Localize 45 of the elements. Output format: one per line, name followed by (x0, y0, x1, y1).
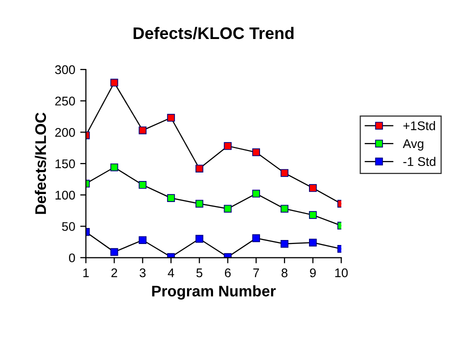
x-tick-label: 3 (140, 268, 146, 278)
y-tick-label: 200 (55, 128, 75, 137)
chart-title: Defects/KLOC Trend (134, 26, 294, 40)
point (195, 200, 204, 208)
y-axis-title: Defects/KLOC (34, 112, 46, 214)
point (138, 126, 147, 134)
point (110, 78, 118, 87)
legend-label: -1 Std (403, 156, 436, 166)
y-tick-label: 150 (56, 159, 75, 168)
x-tick-label: 9 (310, 268, 316, 278)
x-axis-title: Program Number (152, 285, 276, 300)
point (138, 181, 147, 189)
x-tick-label: 6 (224, 268, 231, 278)
point (167, 194, 175, 202)
point (195, 164, 204, 172)
point (224, 204, 232, 213)
point (280, 204, 288, 213)
x-tick-label: 5 (196, 268, 202, 278)
x-tick-label: 4 (168, 268, 174, 278)
y-tick-label: 250 (55, 96, 75, 106)
point (110, 248, 118, 256)
point (280, 169, 288, 177)
x-tick-label: 8 (282, 268, 288, 278)
x-tick-label: 2 (111, 268, 118, 278)
legend-label: Avg (402, 139, 424, 151)
x-tick-label: 10 (335, 268, 348, 278)
point (280, 240, 288, 248)
point (167, 114, 175, 122)
point (252, 234, 260, 242)
point (308, 211, 317, 219)
point (138, 236, 147, 244)
x-tick-label: 7 (253, 268, 259, 278)
point (252, 148, 260, 156)
x-tick-label: 1 (83, 268, 89, 278)
y-tick-label: 300 (55, 65, 75, 74)
y-tick-label: 0 (69, 253, 75, 262)
point (224, 142, 232, 150)
y-tick-label: 50 (62, 222, 75, 231)
point (308, 238, 317, 246)
point (308, 184, 317, 192)
point (110, 163, 118, 172)
legend-label: +1Std (403, 121, 435, 130)
y-tick-label: 100 (56, 190, 75, 200)
point (195, 234, 204, 243)
point (252, 190, 260, 198)
